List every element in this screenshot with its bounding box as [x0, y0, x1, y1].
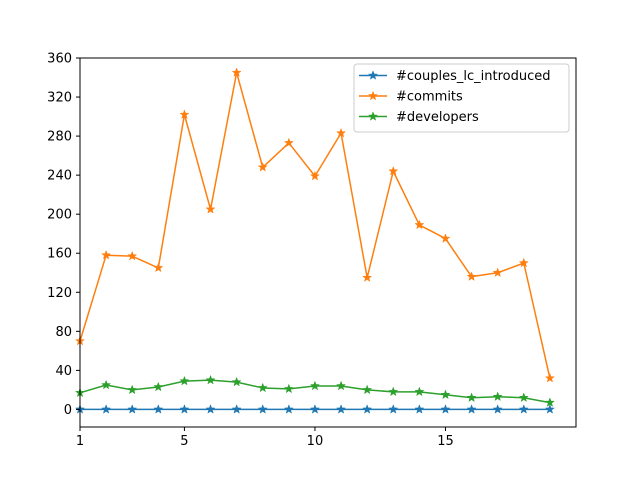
data-point-commits	[283, 137, 294, 148]
x-axis: 1 5 10 15	[76, 427, 454, 449]
data-point-commits	[492, 267, 503, 278]
y-tick-label: 320	[47, 91, 72, 106]
data-point-couples-lc-introduced	[440, 404, 451, 414]
data-point-developers	[101, 379, 112, 390]
data-point-commits	[388, 165, 399, 176]
y-tick-label: 280	[47, 130, 72, 145]
data-point-developers	[414, 386, 425, 397]
data-point-commits	[309, 170, 321, 181]
data-point-developers	[205, 374, 216, 385]
legend-marker-developers	[367, 111, 379, 121]
y-tick-label: 40	[55, 364, 72, 379]
data-point-couples-lc-introduced	[544, 404, 555, 414]
legend-label-developers: #developers	[396, 110, 479, 125]
data-point-couples-lc-introduced	[518, 404, 529, 414]
data-point-developers	[231, 376, 242, 387]
data-point-commits	[179, 109, 190, 119]
data-point-commits	[335, 127, 347, 138]
data-point-commits	[362, 272, 373, 282]
legend-marker-couples-lc-introduced	[367, 70, 379, 80]
y-tick-label: 200	[47, 208, 72, 223]
legend-label-commits: #commits	[396, 90, 463, 105]
legend-marker-commits	[367, 90, 379, 101]
data-point-developers	[388, 386, 399, 397]
x-tick-label: 10	[307, 434, 324, 449]
data-point-couples-lc-introduced	[205, 404, 216, 414]
data-point-couples-lc-introduced	[388, 404, 399, 414]
data-point-developers	[257, 382, 268, 393]
data-point-couples-lc-introduced	[466, 404, 477, 414]
y-tick-label: 240	[47, 169, 72, 184]
data-point-developers	[440, 389, 451, 400]
data-point-commits	[205, 203, 216, 214]
data-point-developers	[153, 381, 164, 392]
data-point-couples-lc-introduced	[231, 404, 242, 414]
legend-items: #couples_lc_introduced #commits #developer…	[359, 69, 550, 125]
data-point-commits	[153, 262, 164, 273]
data-point-couples-lc-introduced	[414, 404, 425, 414]
data-point-commits	[231, 67, 242, 77]
data-point-commits	[544, 372, 555, 383]
data-point-couples-lc-introduced	[179, 404, 190, 414]
data-point-couples-lc-introduced	[492, 404, 503, 414]
x-tick-label: 15	[437, 434, 454, 449]
y-tick-label: 120	[47, 286, 72, 301]
data-point-couples-lc-introduced	[283, 404, 294, 414]
data-point-couples-lc-introduced	[127, 404, 138, 414]
data-point-developers	[283, 383, 294, 394]
data-point-commits	[466, 271, 477, 281]
data-point-commits	[414, 219, 425, 230]
data-point-commits	[127, 250, 138, 261]
data-point-couples-lc-introduced	[362, 404, 373, 414]
plot-frame	[79, 57, 577, 428]
data-point-couples-lc-introduced	[153, 404, 164, 414]
x-tick-label: 5	[180, 434, 188, 449]
data-point-commits	[257, 161, 268, 172]
y-tick-label: 360	[47, 52, 72, 67]
legend-label-couples-lc-introduced: #couples_lc_introduced	[396, 69, 550, 84]
data-point-commits	[101, 249, 112, 260]
data-point-couples-lc-introduced	[101, 404, 112, 414]
data-point-couples-lc-introduced	[335, 404, 347, 414]
y-tick-label: 160	[47, 247, 72, 262]
data-point-developers	[179, 375, 190, 386]
legend-box	[353, 63, 570, 133]
x-tick-label: 1	[76, 434, 84, 449]
plot-markers	[74, 67, 555, 414]
data-point-developers	[362, 384, 373, 395]
y-tick-label: 80	[55, 325, 72, 340]
data-point-developers	[466, 392, 477, 403]
data-point-commits	[518, 257, 529, 268]
data-point-developers	[518, 392, 529, 403]
data-point-couples-lc-introduced	[257, 404, 268, 414]
data-point-developers	[309, 380, 321, 391]
data-point-developers	[492, 391, 503, 402]
data-point-developers	[127, 384, 138, 395]
legend: #couples_lc_introduced #commits #developer…	[353, 63, 570, 133]
data-point-developers	[335, 380, 347, 391]
data-point-developers	[544, 397, 555, 407]
y-axis: 0 40 80 120 160 200 240 280 320 360	[47, 52, 80, 418]
y-tick-label: 0	[64, 403, 72, 418]
data-point-couples-lc-introduced	[309, 404, 321, 414]
data-point-commits	[440, 233, 451, 243]
